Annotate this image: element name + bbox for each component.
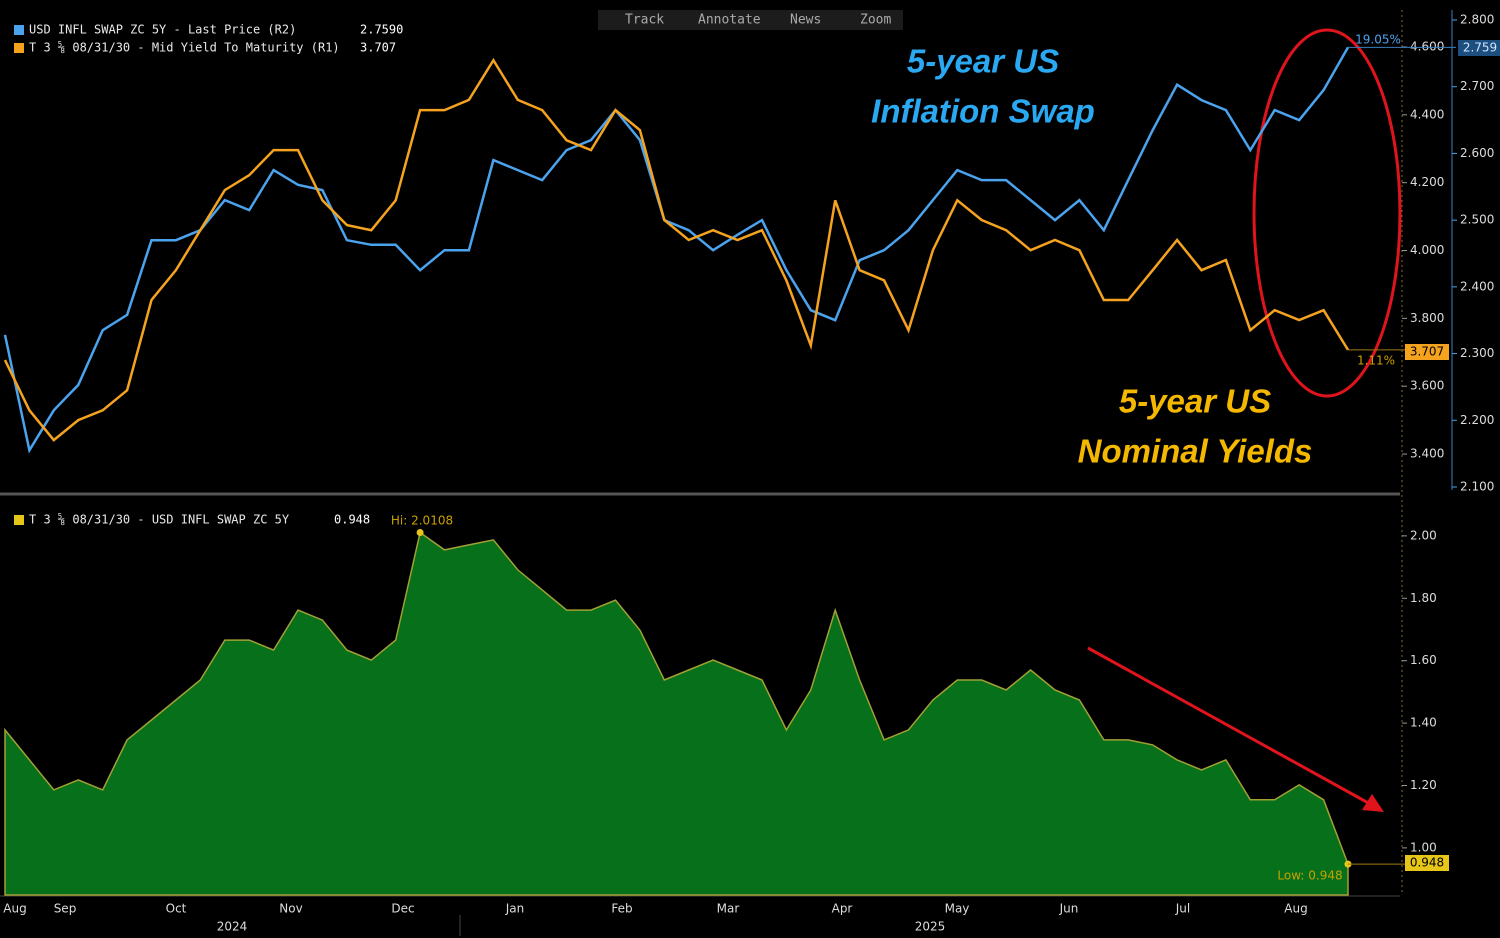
value-tag bbox=[1405, 855, 1449, 871]
x-tick-label: Aug bbox=[1284, 902, 1307, 916]
legend-last: 2.7590 bbox=[360, 23, 403, 37]
y-tick-label: 4.600 bbox=[1410, 39, 1444, 53]
x-tick-label: Aug bbox=[3, 902, 26, 916]
y-tick-label: 1.60 bbox=[1410, 653, 1437, 667]
y-tick-label: 2.200 bbox=[1460, 413, 1494, 427]
annotation: 5-year US bbox=[1119, 383, 1271, 420]
highlight-ellipse bbox=[1252, 28, 1402, 398]
annotation: Inflation Swap bbox=[871, 93, 1095, 130]
y-tick-label: 2.400 bbox=[1460, 279, 1494, 293]
line bbox=[3, 46, 1350, 454]
toolbar-button[interactable]: News bbox=[790, 13, 821, 28]
toolbar-button[interactable]: Track bbox=[625, 13, 664, 28]
value-tag-label: 3.707 bbox=[1410, 345, 1444, 359]
toolbar bbox=[598, 10, 903, 30]
line bbox=[3, 57, 1350, 442]
y-tick-label: 2.800 bbox=[1460, 13, 1494, 27]
legend-swatch bbox=[14, 515, 24, 525]
value-tag-label: 2.759 bbox=[1463, 41, 1497, 55]
year-label: 2025 bbox=[915, 920, 946, 934]
x-tick-label: May bbox=[945, 902, 970, 916]
y-tick-label: 2.600 bbox=[1460, 146, 1494, 160]
trend-arrow bbox=[1087, 646, 1373, 807]
y-tick-label: 2.500 bbox=[1460, 213, 1494, 227]
x-tick-label: Dec bbox=[391, 902, 414, 916]
value-tag bbox=[1405, 344, 1449, 360]
legend-label: T 3 ⅝ 08/31/30 - USD INFL SWAP ZC 5Y bbox=[29, 513, 290, 527]
annotation: 5-year US bbox=[907, 43, 1059, 80]
y-tick-label: 2.700 bbox=[1460, 79, 1494, 93]
area bbox=[4, 531, 1349, 896]
y-tick-label: 2.300 bbox=[1460, 346, 1494, 360]
y-tick-label: 3.800 bbox=[1410, 311, 1444, 325]
x-tick-label: Apr bbox=[832, 902, 853, 916]
toolbar-button[interactable]: Annotate bbox=[698, 13, 761, 28]
legend-label: T 3 ⅝ 08/31/30 - Mid Yield To Maturity (… bbox=[29, 41, 340, 55]
x-tick-label: Oct bbox=[166, 902, 187, 916]
value-tag bbox=[1458, 40, 1500, 56]
annotation: Hi: 2.0108 bbox=[391, 514, 453, 528]
x-tick-label: Jul bbox=[1175, 902, 1190, 916]
value-tag-label: 0.948 bbox=[1410, 856, 1444, 870]
y-tick-label: 3.600 bbox=[1410, 379, 1444, 393]
y-tick-label: 3.400 bbox=[1410, 447, 1444, 461]
x-tick-label: Nov bbox=[279, 902, 302, 916]
legend-last: 3.707 bbox=[360, 41, 396, 55]
legend-swatch bbox=[14, 25, 24, 35]
x-tick-label: Sep bbox=[54, 902, 77, 916]
y-tick-label: 1.00 bbox=[1410, 840, 1437, 854]
x-tick-label: Jun bbox=[1059, 902, 1079, 916]
annotation: 19.05% bbox=[1355, 33, 1401, 47]
y-tick-label: 4.400 bbox=[1410, 107, 1444, 121]
y-tick-label: 2.00 bbox=[1410, 528, 1437, 542]
x-tick-label: Feb bbox=[611, 902, 632, 916]
year-label: 2024 bbox=[217, 920, 248, 934]
x-tick-label: Mar bbox=[717, 902, 740, 916]
toolbar-items: Track Annotate News Zoom bbox=[625, 13, 891, 28]
y-tick-label: 1.40 bbox=[1410, 716, 1437, 730]
y-tick-label: 4.000 bbox=[1410, 243, 1444, 257]
x-tick-label: Jan bbox=[505, 902, 525, 916]
annotation: Low: 0.948 bbox=[1277, 869, 1342, 883]
y-tick-label: 4.200 bbox=[1410, 175, 1444, 189]
y-tick-label: 2.100 bbox=[1460, 479, 1494, 493]
y-tick-label: 1.20 bbox=[1410, 778, 1437, 792]
annotation: Nominal Yields bbox=[1078, 433, 1313, 470]
toolbar-button[interactable]: Zoom bbox=[860, 13, 891, 28]
legend-last: 0.948 bbox=[334, 513, 370, 527]
hi-marker bbox=[416, 529, 424, 537]
annotation: 1.11% bbox=[1357, 354, 1395, 368]
trend-arrowhead bbox=[1362, 794, 1384, 812]
y-tick-label: 1.80 bbox=[1410, 591, 1437, 605]
legend-swatch bbox=[14, 43, 24, 53]
legend-label: USD INFL SWAP ZC 5Y - Last Price (R2) bbox=[29, 23, 296, 37]
